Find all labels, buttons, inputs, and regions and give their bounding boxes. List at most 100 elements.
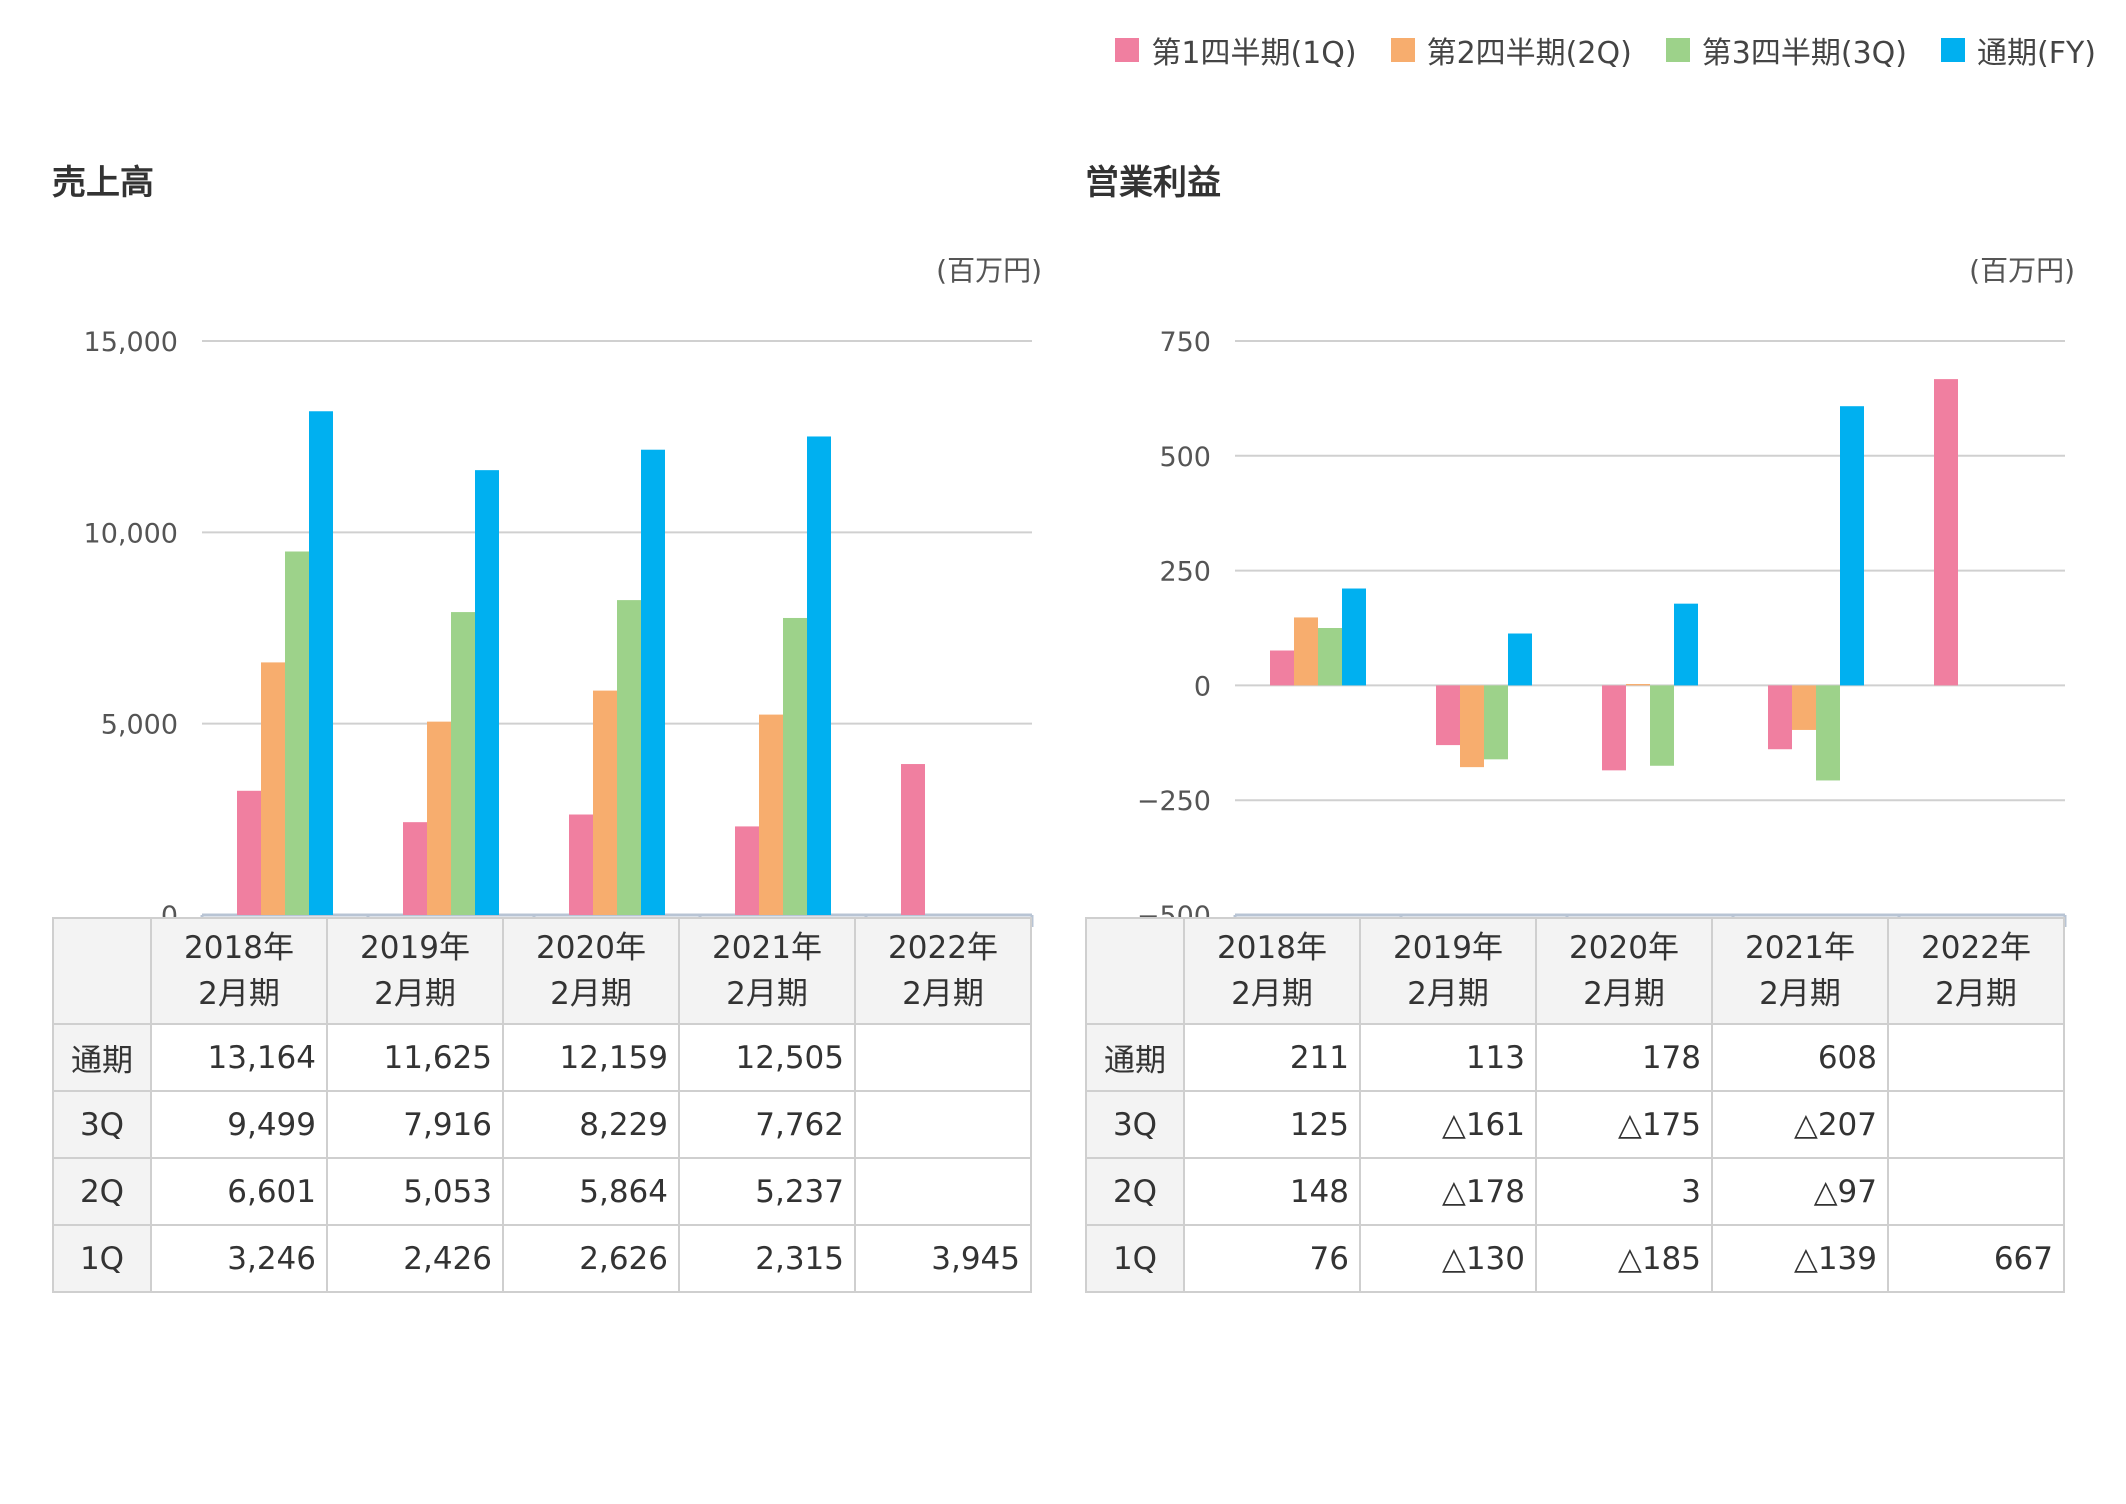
bar — [759, 714, 783, 915]
table-cell — [1887, 1157, 2065, 1226]
row-label: 2Q — [52, 1157, 152, 1226]
table-cell — [1887, 1090, 2065, 1159]
bar — [427, 721, 451, 915]
table-cell: 7,762 — [678, 1090, 856, 1159]
table-cell: 113 — [1359, 1023, 1537, 1092]
table-column-header: 2022年 2月期 — [1887, 917, 2065, 1025]
table-row: 通期 13,164 11,625 12,159 12,505 — [52, 1023, 1032, 1092]
table-row: 1Q 76 △130 △185 △139 667 — [1085, 1224, 2065, 1293]
table-cell: △139 — [1711, 1224, 1889, 1293]
y-tick-label: 5,000 — [101, 710, 178, 741]
table-cell: 3 — [1535, 1157, 1713, 1226]
header-year: 2018年 — [1217, 930, 1327, 966]
legend-item-fy: 通期(FY) — [1941, 28, 2096, 72]
y-tick-label: 500 — [1159, 442, 1211, 473]
profit-bar-chart: −500−250025050075018/219/220/221/222/2 — [1137, 327, 2067, 972]
table-header-row: 2018年 2月期 2019年 2月期 2020年 2月期 2021年 2月期 2022… — [1085, 917, 2065, 1025]
y-tick-label: 250 — [1159, 557, 1211, 588]
header-year: 2020年 — [1569, 930, 1679, 966]
bar — [1674, 603, 1698, 686]
table-cell — [1887, 1023, 2065, 1092]
table-cell: 3,945 — [854, 1224, 1032, 1293]
table-cell: 5,864 — [502, 1157, 680, 1226]
table-header-row: 2018年 2月期 2019年 2月期 2020年 2月期 2021年 2月期 2022… — [52, 917, 1032, 1025]
bar — [261, 662, 285, 915]
row-label: 1Q — [52, 1224, 152, 1293]
table-cell: 11,625 — [326, 1023, 504, 1092]
bar — [451, 612, 475, 915]
table-column-header: 2020年 2月期 — [1535, 917, 1713, 1025]
table-cell: △97 — [1711, 1157, 1889, 1226]
table-cell: 13,164 — [150, 1023, 328, 1092]
bar — [1792, 685, 1816, 730]
bar — [735, 826, 759, 915]
y-tick-label: 15,000 — [84, 327, 178, 358]
bar — [901, 764, 925, 915]
header-period: 2月期 — [726, 976, 808, 1012]
table-cell — [854, 1157, 1032, 1226]
table-cell: 178 — [1535, 1023, 1713, 1092]
table-column-header: 2020年 2月期 — [502, 917, 680, 1025]
table-cell: △161 — [1359, 1090, 1537, 1159]
table-cell: 211 — [1183, 1023, 1361, 1092]
sales-unit-label: (百万円) — [936, 254, 1042, 287]
bar — [1318, 628, 1342, 686]
table-cell: 8,229 — [502, 1090, 680, 1159]
bar — [475, 470, 499, 915]
header-period: 2月期 — [1935, 976, 2017, 1012]
header-year: 2019年 — [1393, 930, 1503, 966]
bar — [403, 822, 427, 915]
row-label: 通期 — [1085, 1023, 1185, 1092]
y-tick-label: 0 — [1194, 671, 1211, 702]
table-cell: 5,053 — [326, 1157, 504, 1226]
bar — [1270, 650, 1294, 686]
row-label: 3Q — [52, 1090, 152, 1159]
header-year: 2021年 — [1745, 930, 1855, 966]
table-row: 1Q 3,246 2,426 2,626 2,315 3,945 — [52, 1224, 1032, 1293]
header-period: 2月期 — [374, 976, 456, 1012]
table-cell: 125 — [1183, 1090, 1361, 1159]
header-year: 2019年 — [360, 930, 470, 966]
bar — [1840, 406, 1864, 686]
header-period: 2月期 — [1407, 976, 1489, 1012]
table-corner-cell — [52, 917, 152, 1025]
table-cell: 148 — [1183, 1157, 1361, 1226]
header-period: 2月期 — [1759, 976, 1841, 1012]
bar — [569, 814, 593, 915]
bar — [237, 790, 261, 915]
table-cell: △178 — [1359, 1157, 1537, 1226]
table-cell: △175 — [1535, 1090, 1713, 1159]
header-year: 2022年 — [1921, 930, 2031, 966]
table-column-header: 2022年 2月期 — [854, 917, 1032, 1025]
bar — [285, 551, 309, 915]
table-row: 2Q 148 △178 3 △97 — [1085, 1157, 2065, 1226]
bar — [1294, 617, 1318, 686]
legend-label-2q: 第2四半期(2Q) — [1426, 36, 1632, 71]
header-year: 2018年 — [184, 930, 294, 966]
header-year: 2022年 — [888, 930, 998, 966]
table-row: 通期 211 113 178 608 — [1085, 1023, 2065, 1092]
bar — [783, 617, 807, 915]
row-label: 3Q — [1085, 1090, 1185, 1159]
bar — [1436, 685, 1460, 746]
table-corner-cell — [1085, 917, 1185, 1025]
bar — [641, 449, 665, 915]
bar — [593, 690, 617, 915]
bar — [807, 436, 831, 915]
table-column-header: 2019年 2月期 — [326, 917, 504, 1025]
header-year: 2020年 — [536, 930, 646, 966]
table-row: 3Q 125 △161 △175 △207 — [1085, 1090, 2065, 1159]
table-cell — [854, 1023, 1032, 1092]
table-column-header: 2021年 2月期 — [678, 917, 856, 1025]
legend-label-1q: 第1四半期(1Q) — [1151, 36, 1357, 71]
table-column-header: 2018年 2月期 — [150, 917, 328, 1025]
table-column-header: 2018年 2月期 — [1183, 917, 1361, 1025]
header-period: 2月期 — [1231, 976, 1313, 1012]
table-cell — [854, 1090, 1032, 1159]
table-cell: △130 — [1359, 1224, 1537, 1293]
legend-swatch-1q — [1115, 38, 1140, 62]
legend-swatch-2q — [1390, 38, 1415, 62]
legend-item-3q: 第3四半期(3Q) — [1665, 28, 1907, 72]
sales-chart-title: 売上高 — [52, 163, 154, 203]
